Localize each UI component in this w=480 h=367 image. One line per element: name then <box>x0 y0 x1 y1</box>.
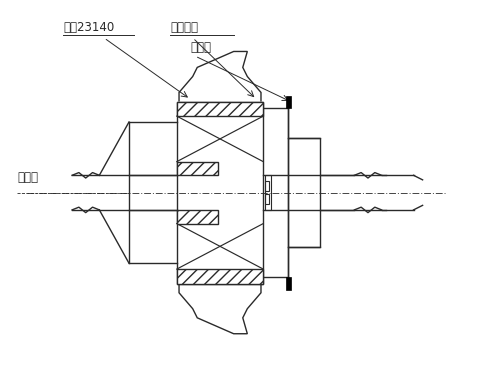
Bar <box>288 138 320 247</box>
Text: 调整垫: 调整垫 <box>190 41 211 54</box>
Text: 辅传端: 辅传端 <box>17 171 38 184</box>
Bar <box>176 102 263 116</box>
Text: 定位垫圈: 定位垫圈 <box>169 21 198 34</box>
Bar <box>264 195 269 204</box>
Bar <box>176 161 218 175</box>
Bar <box>286 277 291 290</box>
Bar <box>264 175 270 210</box>
Bar <box>176 102 263 284</box>
Text: 轴承23140: 轴承23140 <box>63 21 114 34</box>
Bar <box>176 269 263 284</box>
Bar <box>286 96 291 108</box>
Bar <box>264 181 269 191</box>
Bar <box>176 210 218 224</box>
